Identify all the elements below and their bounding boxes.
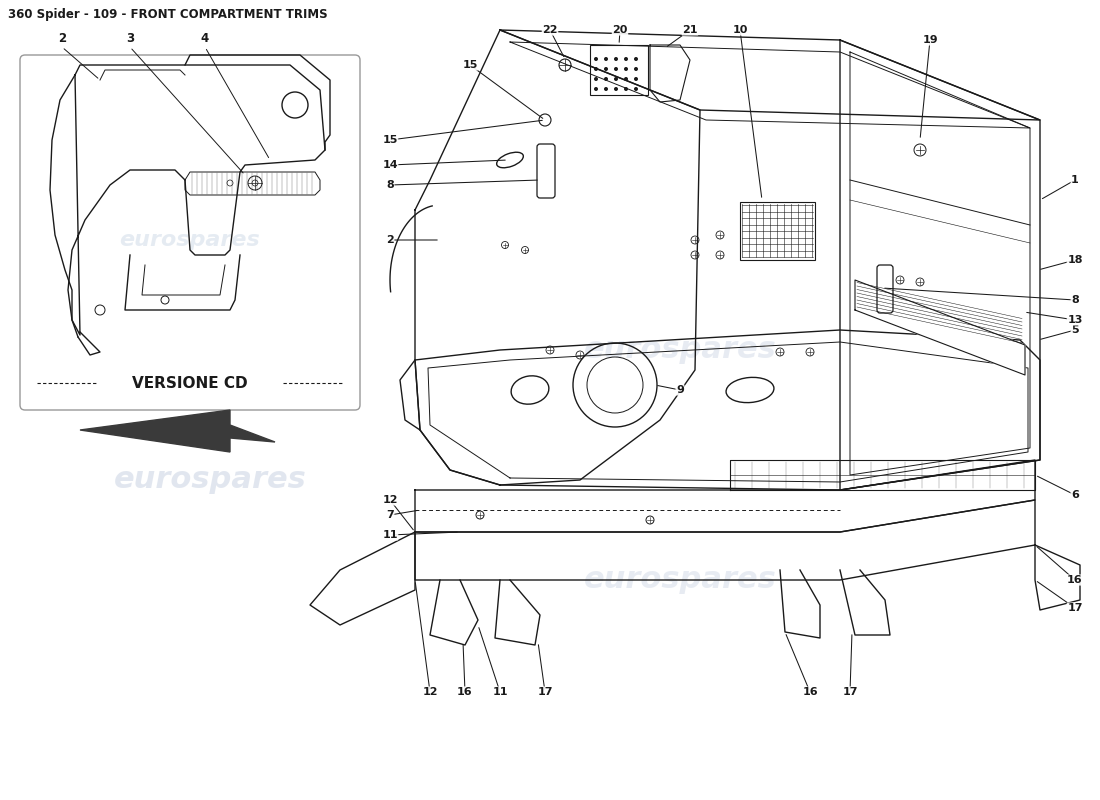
Text: 10: 10 bbox=[733, 25, 748, 35]
Text: 11: 11 bbox=[493, 687, 508, 697]
Text: 14: 14 bbox=[382, 160, 398, 170]
Text: 19: 19 bbox=[922, 35, 938, 45]
Circle shape bbox=[634, 67, 638, 71]
Text: 15: 15 bbox=[383, 135, 398, 145]
Text: 1: 1 bbox=[1071, 175, 1079, 185]
Text: eurospares: eurospares bbox=[584, 566, 777, 594]
Circle shape bbox=[604, 77, 608, 81]
Text: eurospares: eurospares bbox=[584, 335, 777, 365]
Circle shape bbox=[634, 77, 638, 81]
Text: 8: 8 bbox=[1071, 295, 1079, 305]
Circle shape bbox=[634, 57, 638, 61]
Text: 11: 11 bbox=[383, 530, 398, 540]
Text: 8: 8 bbox=[386, 180, 394, 190]
Text: 16: 16 bbox=[458, 687, 473, 697]
Text: 20: 20 bbox=[613, 25, 628, 35]
Circle shape bbox=[614, 77, 618, 81]
Text: 18: 18 bbox=[1067, 255, 1082, 265]
Text: 4: 4 bbox=[201, 32, 209, 45]
Circle shape bbox=[594, 87, 598, 91]
Circle shape bbox=[634, 87, 638, 91]
Text: 12: 12 bbox=[422, 687, 438, 697]
Text: 17: 17 bbox=[1067, 603, 1082, 613]
Text: 2: 2 bbox=[386, 235, 394, 245]
Text: 16: 16 bbox=[802, 687, 817, 697]
Circle shape bbox=[624, 67, 628, 71]
Text: 17: 17 bbox=[843, 687, 858, 697]
Text: 21: 21 bbox=[682, 25, 697, 35]
Circle shape bbox=[604, 57, 608, 61]
Text: 5: 5 bbox=[1071, 325, 1079, 335]
Text: 3: 3 bbox=[125, 32, 134, 45]
Circle shape bbox=[594, 67, 598, 71]
Polygon shape bbox=[855, 280, 1025, 375]
Text: 12: 12 bbox=[383, 495, 398, 505]
FancyBboxPatch shape bbox=[20, 55, 360, 410]
Text: eurospares: eurospares bbox=[113, 466, 307, 494]
Circle shape bbox=[624, 57, 628, 61]
Circle shape bbox=[604, 87, 608, 91]
Polygon shape bbox=[80, 410, 275, 452]
Circle shape bbox=[594, 57, 598, 61]
Circle shape bbox=[614, 87, 618, 91]
Circle shape bbox=[624, 77, 628, 81]
Text: 7: 7 bbox=[386, 510, 394, 520]
Text: 17: 17 bbox=[537, 687, 552, 697]
Text: 9: 9 bbox=[676, 385, 684, 395]
Circle shape bbox=[604, 67, 608, 71]
Circle shape bbox=[614, 67, 618, 71]
Text: VERSIONE CD: VERSIONE CD bbox=[132, 375, 248, 390]
Text: eurospares: eurospares bbox=[120, 230, 261, 250]
Text: 360 Spider - 109 - FRONT COMPARTMENT TRIMS: 360 Spider - 109 - FRONT COMPARTMENT TRI… bbox=[8, 8, 328, 21]
Text: 13: 13 bbox=[1067, 315, 1082, 325]
Text: 16: 16 bbox=[1067, 575, 1082, 585]
Text: 15: 15 bbox=[462, 60, 477, 70]
Circle shape bbox=[614, 57, 618, 61]
Text: 6: 6 bbox=[1071, 490, 1079, 500]
Circle shape bbox=[594, 77, 598, 81]
Circle shape bbox=[624, 87, 628, 91]
Text: 22: 22 bbox=[542, 25, 558, 35]
Text: 2: 2 bbox=[58, 32, 66, 45]
